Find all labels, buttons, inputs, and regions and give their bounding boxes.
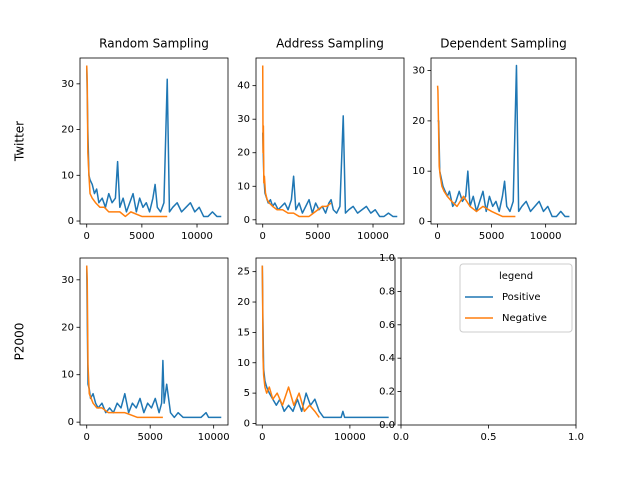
legend-title: legend [499, 271, 533, 282]
y-tick-label: 0.4 [379, 353, 395, 364]
y-tick-label: 0 [68, 216, 74, 227]
line-series [85, 65, 168, 218]
x-tick-label: 0.0 [393, 432, 409, 443]
axes-background [80, 258, 228, 425]
y-tick-label: 5 [244, 388, 250, 399]
x-tick-label: 5000 [305, 231, 330, 242]
y-tick-label: 20 [61, 322, 74, 333]
y-tick-label: 20 [61, 125, 74, 136]
line-series [261, 65, 332, 218]
y-tick-label: 10 [61, 170, 74, 181]
axes-background [256, 58, 404, 224]
x-tick-label: 0.5 [481, 432, 497, 443]
row-label: Twitter [13, 121, 27, 162]
axes-frame [79, 257, 229, 426]
x-tick-label: 10000 [530, 231, 562, 242]
y-tick-label: 0.6 [379, 320, 395, 331]
y-tick-label: 10 [412, 166, 425, 177]
x-tick-label: 1.0 [568, 432, 584, 443]
axes-frame [255, 57, 405, 225]
axes-frame [79, 57, 229, 225]
x-tick-label: 0 [260, 231, 266, 242]
x-tick-label: 0 [434, 231, 440, 242]
y-tick-label: 30 [61, 275, 74, 286]
x-tick-label: 10000 [181, 231, 213, 242]
y-tick-label: 20 [412, 116, 425, 127]
y-tick-label: 0.2 [379, 387, 395, 398]
y-tick-label: 0 [244, 215, 250, 226]
y-tick-label: 10 [61, 370, 74, 381]
y-tick-label: 1.0 [379, 253, 395, 264]
y-tick-label: 10 [237, 358, 250, 369]
legend-label: Negative [502, 313, 547, 324]
x-tick-label: 10000 [198, 432, 230, 443]
x-tick-label: 5000 [129, 231, 154, 242]
x-tick-label: 0 [84, 432, 90, 443]
line-series [261, 265, 389, 419]
y-tick-label: 20 [237, 148, 250, 159]
axes-background [256, 258, 395, 425]
line-series [437, 64, 570, 218]
line-series [436, 85, 516, 218]
x-tick-label: 10000 [334, 432, 366, 443]
y-tick-label: 30 [237, 114, 250, 125]
y-tick-label: 0 [244, 418, 250, 429]
axes-title: Address Sampling [276, 37, 384, 51]
x-tick-label: 0 [259, 432, 265, 443]
axes-background [80, 58, 228, 224]
axes-background [431, 58, 576, 224]
axes-frame [255, 257, 396, 426]
axes-title: Dependent Sampling [440, 37, 567, 51]
y-tick-label: 0 [68, 417, 74, 428]
y-tick-label: 30 [61, 79, 74, 90]
axes-frame [400, 257, 577, 426]
axes-title: Random Sampling [99, 37, 209, 51]
line-series [85, 265, 163, 419]
y-tick-label: 15 [237, 327, 250, 338]
legend-label: Positive [502, 292, 541, 303]
x-tick-label: 0 [84, 231, 90, 242]
y-tick-label: 20 [237, 297, 250, 308]
x-tick-label: 10000 [357, 231, 389, 242]
y-tick-label: 0 [419, 216, 425, 227]
y-tick-label: 40 [237, 81, 250, 92]
y-tick-label: 10 [237, 181, 250, 192]
legend-box [459, 263, 573, 333]
line-series [85, 65, 222, 218]
y-tick-label: 30 [412, 66, 425, 77]
x-tick-label: 5000 [479, 231, 504, 242]
line-series [85, 265, 222, 419]
y-tick-label: 25 [237, 267, 250, 278]
row-label: P2000 [13, 323, 27, 361]
line-series [261, 265, 320, 418]
y-tick-label: 0.8 [379, 286, 395, 297]
axes-frame [430, 57, 577, 225]
y-tick-label: 0.0 [379, 420, 395, 431]
x-tick-label: 5000 [137, 432, 162, 443]
